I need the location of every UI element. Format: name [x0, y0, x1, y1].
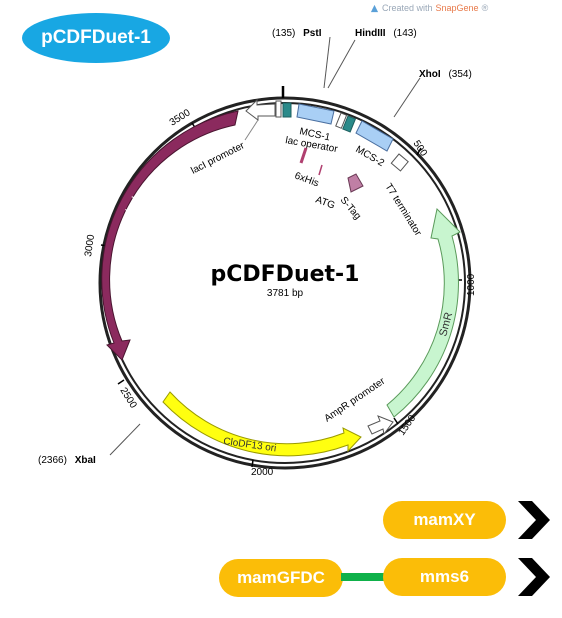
psti-label: PstI — [303, 28, 322, 39]
xbai-position: (2366) — [38, 455, 67, 466]
his-tag-feature — [299, 147, 308, 164]
xbai-leader — [109, 423, 141, 456]
gene-mamgfdc: mamGFDC — [219, 559, 343, 597]
plasmid-length: 3781 bp — [267, 288, 304, 299]
mcs-operator-feature — [342, 115, 357, 133]
xbai-label: XbaI — [75, 455, 96, 466]
atg-feature — [318, 164, 323, 176]
tick-mark — [393, 417, 399, 425]
hindiii-label: HindIII — [355, 28, 386, 39]
chevron-right-icon — [518, 501, 550, 539]
lac-operator-feature — [282, 102, 292, 118]
ampr-promoter-feature — [367, 415, 394, 436]
gene-mms6: mms6 — [383, 558, 506, 596]
mcs-spacer-feature — [335, 112, 348, 129]
laci-feature — [101, 110, 239, 361]
tick-mark — [251, 459, 254, 468]
watermark-brand: SnapGene — [435, 3, 479, 13]
s-tag-label: S-Tag — [338, 195, 363, 222]
watermark-prefix: Created with — [382, 3, 433, 13]
t7-terminator-label: T7 terminator — [382, 182, 423, 239]
his-tag-label: 6xHis — [293, 170, 320, 189]
svg-text:(2366) XbaI: (2366) XbaI — [38, 455, 96, 466]
gene-connector — [341, 573, 385, 581]
xhoi-position: (354) — [448, 69, 471, 80]
mcs2-feature — [355, 120, 394, 152]
t7-terminator-feature — [390, 153, 409, 172]
atg-label: ATG — [314, 194, 337, 211]
title-badge: pCDFDuet-1 — [22, 13, 170, 63]
tick-mark — [117, 379, 125, 385]
tick-label: 3000 — [83, 233, 97, 257]
hindiii-position: (143) — [393, 28, 416, 39]
tick-label: 2500 — [117, 386, 138, 411]
snapgene-logo-icon — [370, 4, 379, 12]
xhoi-leader — [393, 77, 421, 118]
svg-text:HindIII (143): HindIII (143) — [355, 28, 417, 39]
psti-leader — [323, 36, 331, 89]
snapgene-watermark: Created with SnapGene ® — [370, 3, 488, 13]
svg-text:(135) PstI: (135) PstI — [272, 28, 322, 39]
backbone-outer — [98, 96, 472, 470]
xhoi-label: XhoI — [419, 69, 441, 80]
mcs1-feature — [296, 103, 335, 125]
svg-text:XhoI (354): XhoI (354) — [419, 69, 472, 80]
tick-label: 2000 — [251, 467, 274, 478]
clodf13-ori-feature — [162, 391, 362, 457]
hindiii-leader — [327, 39, 356, 89]
gene-mamxy: mamXY — [383, 501, 506, 539]
tick-label: 1000 — [466, 273, 477, 296]
plasmid-name: pCDFDuet-1 — [211, 262, 360, 287]
tick-mark — [416, 147, 422, 156]
s-tag-feature — [347, 173, 364, 193]
laci-promoter-leader — [244, 119, 259, 141]
smr-feature — [386, 207, 461, 418]
cap-site-feature — [275, 100, 282, 118]
laci-promoter-feature — [245, 98, 276, 121]
chevron-right-icon — [518, 558, 550, 596]
watermark-suffix: ® — [481, 3, 489, 13]
psti-position: (135) — [272, 28, 295, 39]
laci-promoter-label: lacI promoter — [189, 140, 247, 177]
